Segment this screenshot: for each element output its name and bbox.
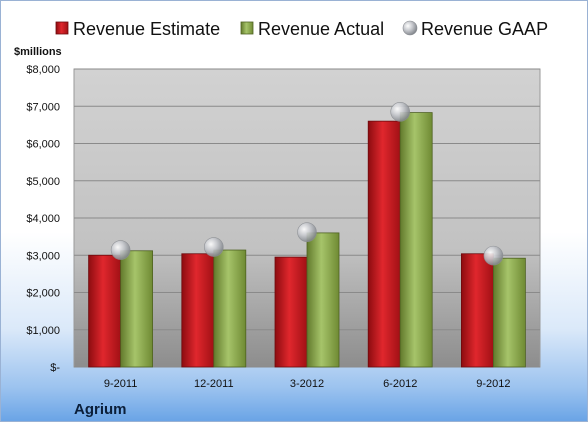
bar xyxy=(181,253,215,368)
legend-swatch xyxy=(240,21,254,35)
legend: Revenue Estimate Revenue Actual Revenue GA… xyxy=(55,19,548,39)
bar xyxy=(120,250,153,368)
y-tick-label: $3,000 xyxy=(26,250,60,262)
gaap-marker xyxy=(204,237,224,257)
legend-label: Revenue Estimate xyxy=(73,19,220,39)
bar xyxy=(399,112,433,368)
x-tick-label: 6-2012 xyxy=(383,378,417,390)
bar xyxy=(274,256,308,368)
y-tick-label: $6,000 xyxy=(26,139,60,151)
y-tick-label: $8,000 xyxy=(26,64,60,76)
bar xyxy=(492,257,526,368)
gaap-marker xyxy=(110,240,131,260)
x-tick-label: 12-2011 xyxy=(194,378,234,390)
y-unit-label: $millions xyxy=(14,46,62,58)
bar xyxy=(367,120,401,368)
x-axis-ticks: 9-2011 12-2011 3-2012 6-2012 9-2012 xyxy=(104,378,511,390)
bar xyxy=(88,254,121,368)
y-tick-label: $7,000 xyxy=(26,101,60,113)
bar xyxy=(460,253,494,368)
gaap-markers xyxy=(110,102,504,266)
gaap-marker xyxy=(297,222,317,242)
x-tick-label: 9-2012 xyxy=(476,378,510,390)
company-label: Agrium xyxy=(74,401,127,418)
y-tick-label: $1,000 xyxy=(26,325,60,337)
y-tick-label: $5,000 xyxy=(26,176,60,188)
y-tick-label: $2,000 xyxy=(26,288,60,300)
legend-label: Revenue Actual xyxy=(258,19,384,39)
y-tick-label: $4,000 xyxy=(26,213,60,225)
gaap-marker xyxy=(390,102,411,122)
legend-swatch xyxy=(55,21,69,35)
x-tick-label: 3-2012 xyxy=(290,378,324,390)
bars xyxy=(88,112,526,368)
x-tick-label: 9-2011 xyxy=(104,378,137,390)
y-tick-label: $- xyxy=(50,362,60,374)
bar xyxy=(306,232,340,368)
legend-marker xyxy=(402,20,418,36)
y-axis-ticks: $- $1,000 $2,000 $3,000 $4,000 $5,000 $6,000 $7… xyxy=(26,64,60,374)
bar xyxy=(213,249,247,368)
legend-label: Revenue GAAP xyxy=(421,19,548,39)
gaap-marker xyxy=(483,245,504,266)
